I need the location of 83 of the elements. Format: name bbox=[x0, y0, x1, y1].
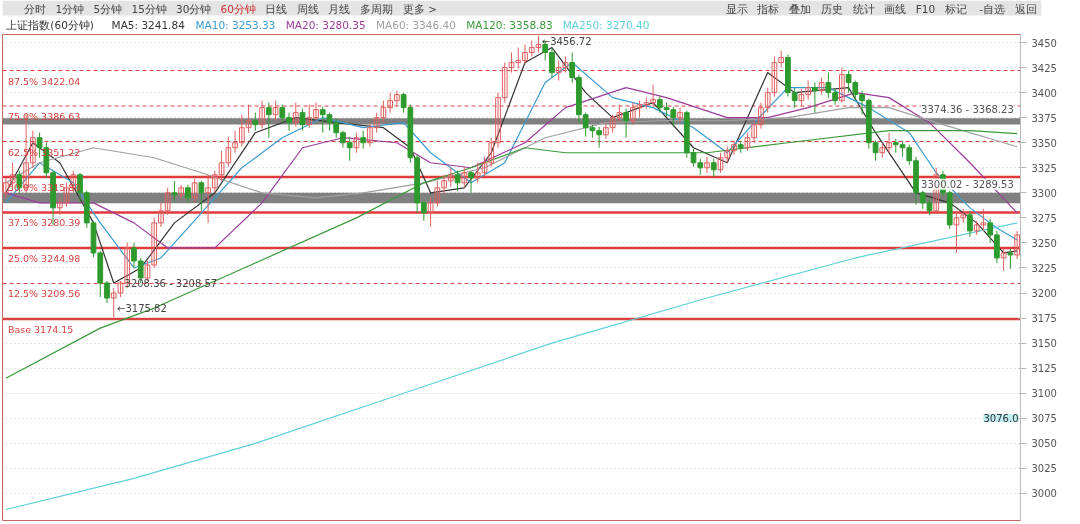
candlestick bbox=[185, 184, 191, 204]
y-tick-label: 3200 bbox=[1031, 288, 1057, 300]
y-tick-label: 3225 bbox=[1031, 262, 1057, 274]
y-tick-label: 3175 bbox=[1031, 313, 1057, 325]
text: 60分钟 bbox=[220, 2, 256, 15]
annotation: ←3456.72 bbox=[541, 35, 592, 47]
candlestick bbox=[1007, 248, 1014, 270]
candlestick bbox=[1000, 248, 1007, 272]
y-tick-label: 3350 bbox=[1031, 137, 1057, 149]
candlestick bbox=[677, 107, 683, 124]
text: 更多 > bbox=[403, 2, 438, 15]
text: 5分钟 bbox=[93, 2, 123, 15]
y-tick-label: 3250 bbox=[1031, 237, 1057, 249]
text: 返回 bbox=[1014, 2, 1037, 15]
text: MA60: 3346.40 bbox=[375, 18, 456, 31]
annotation: 3076.0 bbox=[983, 412, 1019, 424]
text: 显示 bbox=[725, 2, 748, 15]
ref-line-label: 25.0% 3244.98 bbox=[7, 252, 81, 264]
candlestick bbox=[171, 180, 178, 202]
text: 周线 bbox=[296, 2, 319, 15]
y-tick-label: 3050 bbox=[1031, 438, 1057, 450]
text: 指标 bbox=[756, 2, 780, 15]
text: F10 bbox=[915, 2, 936, 15]
candlestick bbox=[710, 158, 717, 178]
text: 标记 bbox=[943, 2, 967, 15]
ref-line-label: 12.5% 3209.56 bbox=[7, 288, 81, 300]
text: 15分钟 bbox=[131, 2, 167, 15]
text: 1分钟 bbox=[55, 2, 85, 15]
y-tick-label: 3450 bbox=[1031, 37, 1057, 49]
candlestick bbox=[56, 196, 63, 216]
candlestick bbox=[198, 180, 205, 212]
text: 画线 bbox=[884, 2, 907, 15]
ref-line-label: 37.5% 3280.39 bbox=[7, 217, 81, 229]
candlestick bbox=[838, 67, 845, 104]
candlestick bbox=[265, 102, 272, 139]
band-label: 3300.02 - 3289.53 bbox=[921, 178, 1014, 190]
candlestick bbox=[468, 170, 474, 194]
text: 统计 bbox=[852, 2, 875, 15]
text: MA20: 3280.35 bbox=[285, 18, 366, 31]
candlestick bbox=[454, 170, 461, 192]
line-series bbox=[5, 107, 1018, 199]
y-tick-label: 3075 bbox=[1031, 413, 1057, 425]
y-tick-label: 3300 bbox=[1031, 187, 1057, 199]
y-tick-label: 3275 bbox=[1031, 212, 1057, 224]
text: MA250: 3270.40 bbox=[562, 18, 650, 31]
y-tick-label: 3125 bbox=[1031, 363, 1057, 375]
candlestick bbox=[812, 82, 818, 114]
ref-line-label: 87.5% 3422.04 bbox=[7, 75, 81, 87]
y-tick-label: 3100 bbox=[1031, 388, 1057, 400]
text: 叠加 bbox=[789, 2, 812, 15]
text: MA10: 3253.33 bbox=[195, 18, 276, 31]
y-tick-label: 3150 bbox=[1031, 338, 1057, 350]
candlestick bbox=[353, 132, 360, 154]
candlestick bbox=[259, 100, 265, 130]
candlestick bbox=[292, 102, 299, 128]
y-tick-label: 3325 bbox=[1031, 162, 1057, 174]
y-tick-label: 3400 bbox=[1031, 87, 1057, 99]
text: 日线 bbox=[264, 2, 287, 15]
text: MA120: 3358.83 bbox=[466, 18, 553, 31]
candlestick bbox=[191, 178, 198, 204]
candlestick bbox=[967, 210, 973, 238]
chart-title: 上证指数(60分钟) bbox=[6, 18, 94, 31]
text: MA5: 3241.84 bbox=[111, 18, 186, 31]
text: 月线 bbox=[328, 2, 351, 15]
text: 30分钟 bbox=[176, 2, 212, 15]
y-tick-label: 3375 bbox=[1031, 112, 1057, 124]
ref-line-label: Base 3174.15 bbox=[7, 323, 74, 335]
candlestick bbox=[461, 166, 468, 189]
text: -自选 bbox=[979, 2, 1005, 15]
candlestick bbox=[272, 100, 279, 122]
y-tick-label: 3425 bbox=[1031, 62, 1057, 74]
text: 分时 bbox=[23, 2, 46, 15]
y-tick-label: 3000 bbox=[1031, 488, 1057, 500]
candlestick bbox=[623, 108, 629, 139]
candlestick bbox=[360, 130, 367, 150]
candlestick bbox=[1014, 230, 1020, 260]
candlestick bbox=[252, 112, 259, 132]
text: 历史 bbox=[820, 2, 843, 15]
candlestick bbox=[704, 156, 710, 174]
band-label: 3374.36 - 3368.23 bbox=[921, 104, 1014, 116]
y-tick-label: 3025 bbox=[1031, 463, 1057, 475]
candlestick bbox=[299, 108, 306, 132]
text: 多周期 bbox=[360, 2, 394, 15]
